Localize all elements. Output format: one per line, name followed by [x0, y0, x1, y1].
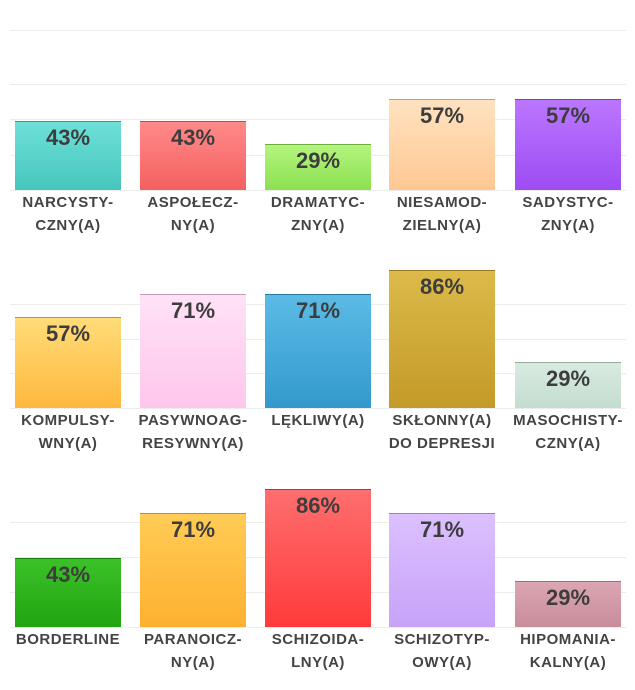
bar-value-label: 86% — [295, 493, 341, 518]
category-label: KOMPULSY- WNY(A) — [6, 409, 130, 455]
bar — [140, 121, 246, 190]
bar-value-label: 71% — [419, 517, 465, 542]
bar — [15, 558, 121, 627]
category-label-line: LĘKLIWY(A) — [271, 412, 365, 429]
bar — [389, 513, 495, 627]
category-label-line: ZNY(A) — [291, 217, 345, 234]
category-label-line: LNY(A) — [291, 654, 345, 671]
bar-value-label: 43% — [45, 562, 91, 587]
category-label-line: NY(A) — [170, 654, 216, 671]
category-label: NARCYSTY- CZNY(A) — [6, 191, 130, 237]
bar — [265, 144, 371, 190]
category-label-line: SADYSTYC- — [522, 194, 614, 211]
bar — [515, 581, 621, 627]
category-label-line: NIESAMOD- — [396, 194, 488, 211]
category-label: HIPOMANIA- KALNY(A) — [506, 628, 630, 674]
category-label: ASPOŁECZ- NY(A) — [131, 191, 255, 237]
category-label-line: NARCYSTY- — [22, 194, 114, 211]
gridline — [10, 84, 626, 85]
bar — [515, 362, 621, 408]
bar — [389, 270, 495, 408]
category-label-line: CZNY(A) — [535, 435, 601, 452]
bar-value-label: 86% — [419, 274, 465, 299]
category-label: SADYSTYC- ZNY(A) — [506, 191, 630, 237]
bar — [140, 513, 246, 627]
category-label-line: KALNY(A) — [529, 654, 607, 671]
category-label-line: KOMPULSY- — [21, 412, 115, 429]
bar-value-label: 29% — [545, 585, 591, 610]
bar — [389, 99, 495, 190]
category-label-line: DO DEPRESJI — [388, 435, 496, 452]
category-label-line: SCHIZOIDA- — [271, 631, 365, 648]
category-label: LĘKLIWY(A) — [256, 409, 380, 432]
category-label: NIESAMOD- ZIELNY(A) — [380, 191, 504, 237]
gridline — [10, 627, 626, 628]
bar — [15, 121, 121, 190]
category-label: MASOCHISTY- CZNY(A) — [506, 409, 630, 455]
category-label-line: PARANOICZ- — [143, 631, 243, 648]
category-label-line: RESYWNY(A) — [142, 435, 244, 452]
category-label: SCHIZOIDA- LNY(A) — [256, 628, 380, 674]
category-label-line: WNY(A) — [38, 435, 98, 452]
top-gridline — [10, 30, 626, 31]
bar-value-label: 29% — [295, 148, 341, 173]
bar — [140, 294, 246, 408]
category-label: SCHIZOTYP- OWY(A) — [380, 628, 504, 674]
gridline — [10, 190, 626, 191]
category-label: BORDERLINE — [6, 628, 130, 651]
category-label-line: BORDERLINE — [15, 631, 121, 648]
category-label-line: HIPOMANIA- — [520, 631, 616, 648]
category-label-line: ZIELNY(A) — [402, 217, 482, 234]
bar — [515, 99, 621, 190]
category-label-line: ASPOŁECZ- — [147, 194, 239, 211]
category-label-line: DRAMATYC- — [270, 194, 366, 211]
gridline — [10, 119, 626, 120]
bar — [265, 489, 371, 627]
category-label-line: OWY(A) — [412, 654, 472, 671]
bar-value-label: 57% — [45, 321, 91, 346]
gridline — [10, 408, 626, 409]
category-label-line: SCHIZOTYP- — [394, 631, 490, 648]
category-label-line: NY(A) — [170, 217, 216, 234]
bar-value-label: 71% — [295, 298, 341, 323]
category-label-line: MASOCHISTY- — [513, 412, 623, 429]
category-label: DRAMATYC- ZNY(A) — [256, 191, 380, 237]
category-label-line: PASYWNOAG- — [138, 412, 248, 429]
bar-value-label: 71% — [170, 517, 216, 542]
category-label-line: ZNY(A) — [541, 217, 595, 234]
bar-value-label: 43% — [170, 125, 216, 150]
category-label-line: SKŁONNY(A) — [392, 412, 492, 429]
category-label: PASYWNOAG- RESYWNY(A) — [131, 409, 255, 455]
bar-value-label: 57% — [419, 103, 465, 128]
category-label-line: CZNY(A) — [35, 217, 101, 234]
bar-value-label: 43% — [45, 125, 91, 150]
bar-value-label: 71% — [170, 298, 216, 323]
bar — [15, 317, 121, 408]
category-label: SKŁONNY(A) DO DEPRESJI — [380, 409, 504, 455]
bar — [265, 294, 371, 408]
bar-value-label: 57% — [545, 103, 591, 128]
bar-value-label: 29% — [545, 366, 591, 391]
category-label: PARANOICZ- NY(A) — [131, 628, 255, 674]
